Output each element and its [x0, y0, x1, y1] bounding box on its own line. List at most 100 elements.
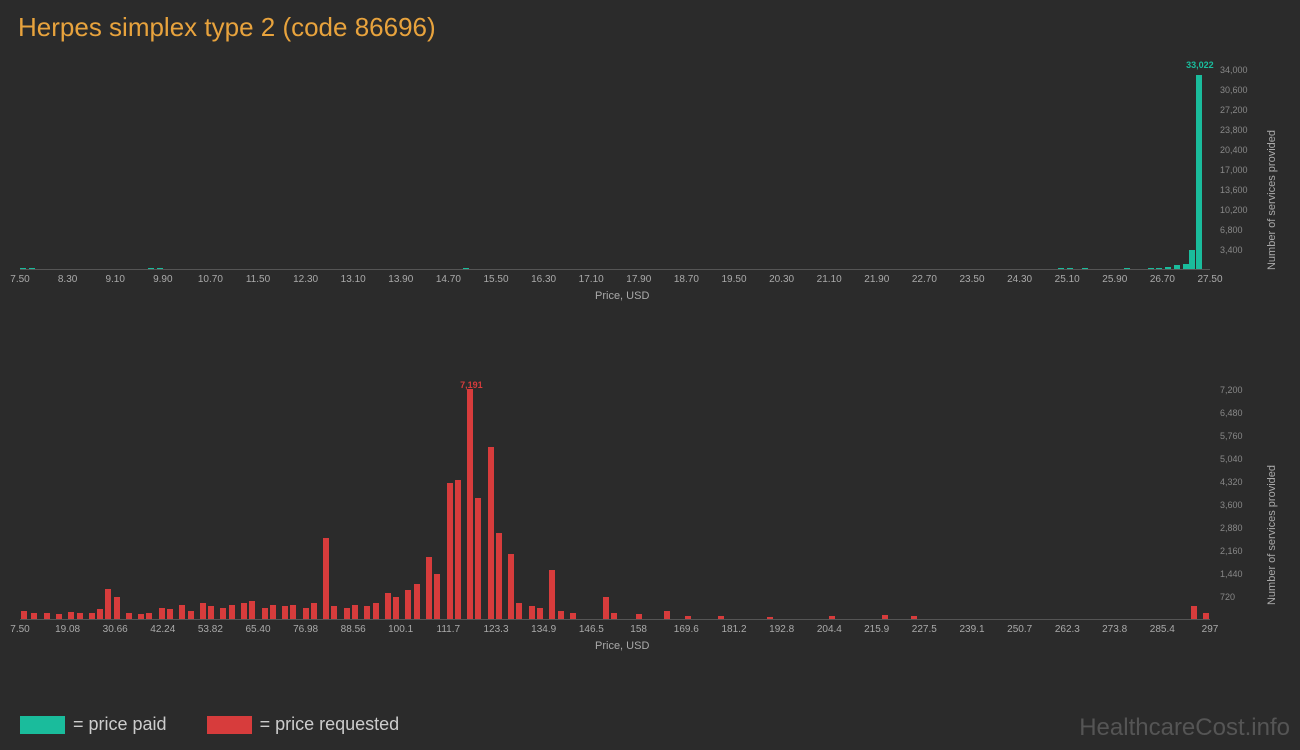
x-tick: 13.90	[388, 274, 413, 285]
x-tick: 76.98	[293, 624, 318, 635]
bar	[241, 603, 247, 619]
y-tick: 720	[1220, 592, 1235, 602]
x-tick: 17.90	[626, 274, 651, 285]
x-tick: 13.10	[341, 274, 366, 285]
x-tick: 25.10	[1055, 274, 1080, 285]
bar	[636, 614, 642, 619]
x-tick: 192.8	[769, 624, 794, 635]
x-tick: 158	[630, 624, 647, 635]
x-tick: 20.30	[769, 274, 794, 285]
bar	[167, 609, 173, 619]
bar	[664, 611, 670, 619]
bar	[311, 603, 317, 619]
y-tick: 10,200	[1220, 205, 1248, 215]
y-tick: 27,200	[1220, 105, 1248, 115]
x-tick: 65.40	[245, 624, 270, 635]
bar	[331, 606, 337, 619]
x-tick: 11.50	[246, 274, 270, 285]
bar	[1191, 606, 1197, 619]
y-tick: 23,800	[1220, 125, 1248, 135]
x-tick: 88.56	[341, 624, 366, 635]
bar	[718, 616, 724, 619]
bar	[488, 447, 494, 620]
y-tick: 17,000	[1220, 165, 1248, 175]
bar	[463, 268, 469, 269]
x-tick: 16.30	[531, 274, 556, 285]
bar	[159, 608, 165, 619]
legend-item-requested: = price requested	[207, 714, 400, 735]
bar	[508, 554, 514, 619]
bar	[829, 616, 835, 619]
bar	[179, 605, 185, 619]
x-tick: 15.50	[483, 274, 508, 285]
x-tick: 12.30	[293, 274, 318, 285]
bar	[767, 617, 773, 619]
x-tick: 19.08	[55, 624, 80, 635]
bar	[496, 533, 502, 619]
x-tick: 111.7	[437, 624, 461, 635]
legend-item-paid: = price paid	[20, 714, 167, 735]
bar	[414, 584, 420, 619]
legend-swatch-red	[207, 716, 252, 734]
y-tick: 7,200	[1220, 385, 1243, 395]
x-tick: 169.6	[674, 624, 699, 635]
x-tick: 14.70	[436, 274, 461, 285]
x-tick: 297	[1202, 624, 1219, 635]
x-tick: 7.50	[10, 274, 29, 285]
bar	[323, 538, 329, 619]
y-tick: 2,880	[1220, 523, 1243, 533]
x-tick: 9.10	[105, 274, 124, 285]
bar	[29, 268, 35, 269]
y-tick: 1,440	[1220, 569, 1243, 579]
x-tick: 21.90	[864, 274, 889, 285]
bar	[1067, 268, 1073, 269]
y-tick: 20,400	[1220, 145, 1248, 155]
bar	[114, 597, 120, 619]
x-tick: 273.8	[1102, 624, 1127, 635]
bar	[434, 574, 440, 619]
bar	[393, 597, 399, 619]
x-tick: 9.90	[153, 274, 172, 285]
y-tick: 30,600	[1220, 85, 1248, 95]
chart-price-paid: Price, USD Number of services provided 7…	[20, 60, 1220, 300]
x-axis-label-2: Price, USD	[595, 640, 649, 652]
bar	[352, 605, 358, 619]
x-tick: 204.4	[817, 624, 842, 635]
bar	[385, 593, 391, 619]
bar	[270, 605, 276, 619]
bar	[56, 614, 62, 619]
bar	[105, 589, 111, 619]
bar	[455, 480, 461, 619]
x-tick: 100.1	[388, 624, 413, 635]
plot-area-2	[20, 390, 1210, 620]
x-tick: 26.70	[1150, 274, 1175, 285]
x-tick: 239.1	[959, 624, 984, 635]
bar	[146, 613, 152, 619]
x-tick: 215.9	[864, 624, 889, 635]
y-tick: 3,600	[1220, 500, 1243, 510]
y-tick: 34,000	[1220, 65, 1248, 75]
bar	[97, 609, 103, 619]
watermark: HealthcareCost.info	[1079, 714, 1290, 742]
bar	[570, 613, 576, 619]
x-tick: 42.24	[150, 624, 175, 635]
bar	[1156, 268, 1162, 269]
y-tick: 6,800	[1220, 225, 1243, 235]
bar	[229, 605, 235, 619]
legend: = price paid = price requested	[20, 714, 399, 735]
bar	[344, 608, 350, 619]
x-tick: 134.9	[531, 624, 556, 635]
y-axis-label-2: Number of services provided	[1266, 465, 1278, 605]
x-axis-label-1: Price, USD	[595, 290, 649, 302]
bar	[1174, 265, 1180, 269]
bar	[126, 613, 132, 619]
bar	[44, 613, 50, 619]
bar	[68, 612, 74, 619]
bar	[290, 605, 296, 619]
bar	[405, 590, 411, 619]
legend-label-requested: = price requested	[260, 714, 400, 735]
y-axis-label-1: Number of services provided	[1266, 130, 1278, 270]
bar	[262, 608, 268, 619]
plot-area-1	[20, 70, 1210, 270]
legend-swatch-green	[20, 716, 65, 734]
